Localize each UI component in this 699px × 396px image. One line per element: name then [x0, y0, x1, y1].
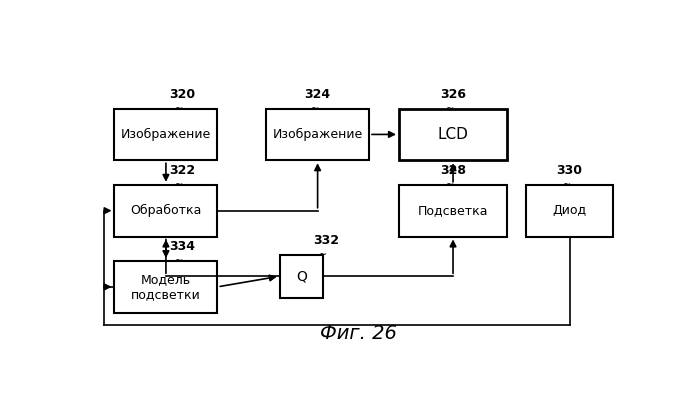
- Text: 324: 324: [305, 88, 331, 101]
- FancyBboxPatch shape: [115, 109, 217, 160]
- Text: 330: 330: [556, 164, 582, 177]
- Text: ~: ~: [175, 180, 184, 190]
- Text: Изображение: Изображение: [273, 128, 363, 141]
- FancyBboxPatch shape: [399, 185, 507, 236]
- Text: ~: ~: [175, 104, 184, 114]
- Text: 326: 326: [440, 88, 466, 101]
- Text: Подсветка: Подсветка: [418, 204, 489, 217]
- Text: Диод: Диод: [552, 204, 586, 217]
- Text: 332: 332: [312, 234, 339, 247]
- Text: ~: ~: [446, 180, 454, 190]
- Text: 334: 334: [169, 240, 195, 253]
- FancyBboxPatch shape: [399, 109, 507, 160]
- Text: ~: ~: [311, 104, 319, 114]
- FancyBboxPatch shape: [266, 109, 369, 160]
- Text: 322: 322: [169, 164, 195, 177]
- Text: ~: ~: [175, 256, 184, 267]
- FancyBboxPatch shape: [115, 261, 217, 313]
- Text: LCD: LCD: [438, 127, 468, 142]
- FancyBboxPatch shape: [526, 185, 613, 236]
- FancyBboxPatch shape: [115, 185, 217, 236]
- Text: ~: ~: [319, 250, 327, 260]
- Text: 320: 320: [169, 88, 195, 101]
- Text: Изображение: Изображение: [121, 128, 211, 141]
- Text: Фиг. 26: Фиг. 26: [320, 324, 396, 343]
- Text: ~: ~: [563, 180, 571, 190]
- Text: ~: ~: [446, 104, 454, 114]
- Text: 328: 328: [440, 164, 466, 177]
- FancyBboxPatch shape: [280, 255, 323, 297]
- Text: Модель
подсветки: Модель подсветки: [131, 273, 201, 301]
- Text: Q: Q: [296, 269, 307, 283]
- Text: Обработка: Обработка: [130, 204, 201, 217]
